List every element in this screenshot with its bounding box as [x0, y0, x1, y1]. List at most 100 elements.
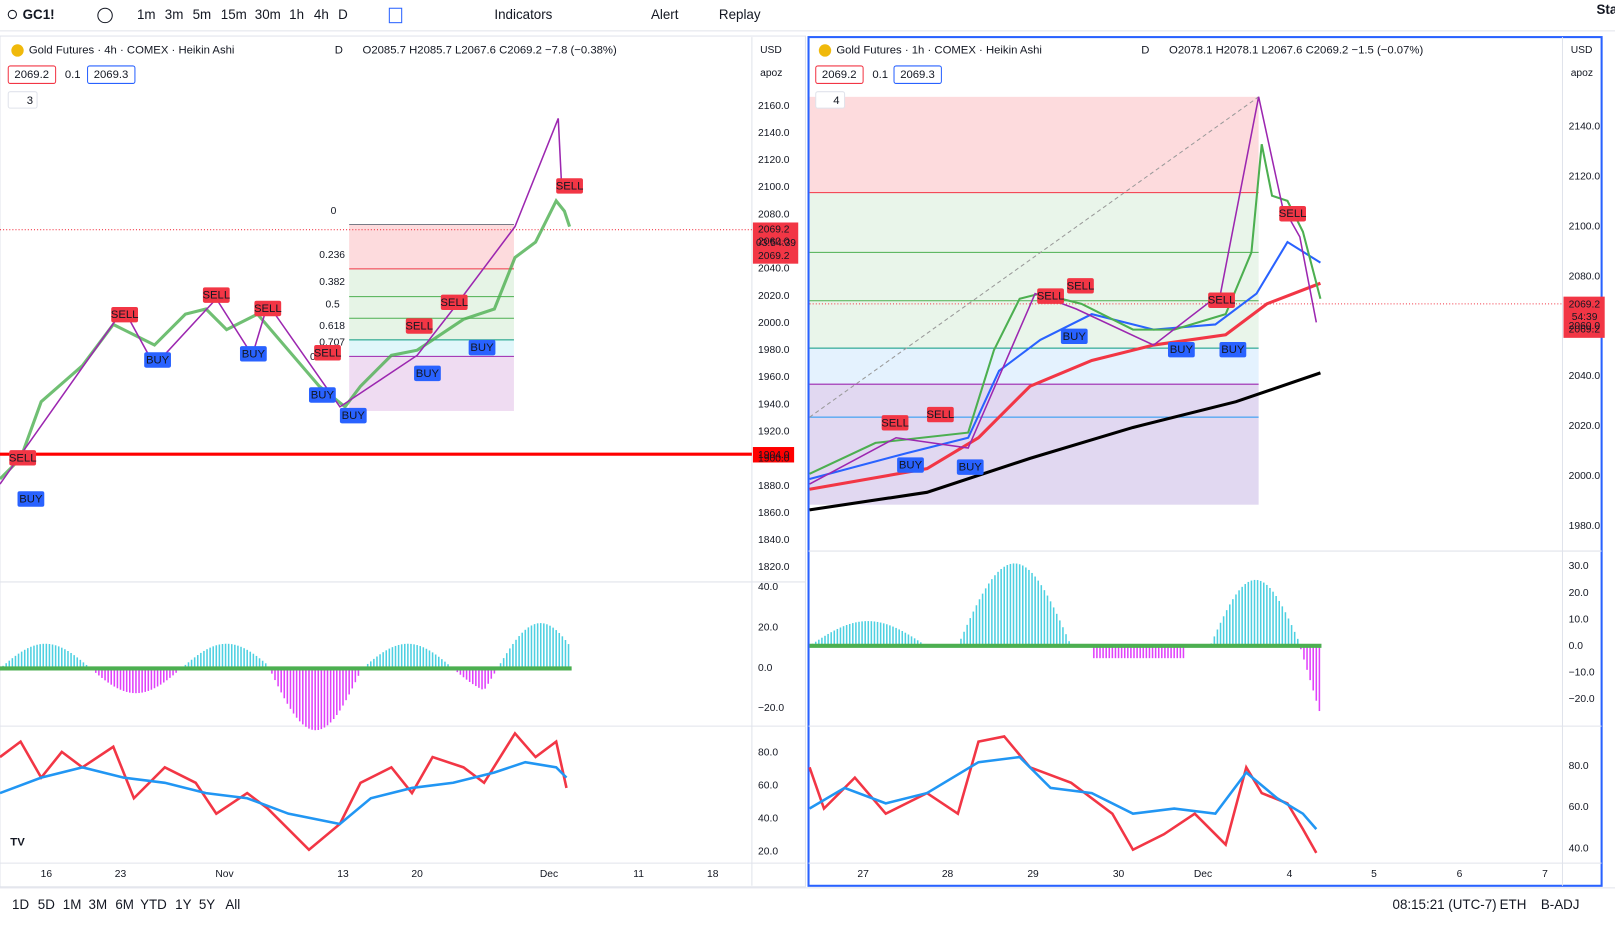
currency[interactable]: USD [1571, 45, 1593, 56]
osc-tick: −20.0 [1569, 694, 1595, 705]
interval[interactable]: 1m [137, 7, 156, 22]
signal-label: SELL [111, 309, 139, 321]
countdown: 54:39 [1572, 312, 1598, 323]
interval[interactable]: 1h [289, 7, 304, 22]
range-button[interactable]: 1M [63, 897, 82, 912]
time-tick: Nov [215, 869, 234, 880]
scale-mode[interactable]: apoz [760, 68, 782, 79]
rsi-tick: 60.0 [1569, 802, 1589, 813]
price-tick: 2160.0 [758, 101, 790, 112]
rsi-tick: 40.0 [758, 814, 778, 825]
price-tick: 2100.0 [1569, 221, 1601, 232]
chart-type[interactable] [388, 7, 403, 24]
alert-button[interactable]: Alert [651, 7, 679, 22]
price-tick: 2000.0 [758, 318, 790, 329]
rsi-tick: 20.0 [758, 847, 778, 858]
signal-badge [405, 318, 433, 334]
price-tick: 2140.0 [1569, 121, 1601, 132]
range-button[interactable]: 6M [115, 897, 134, 912]
time-tick: 23 [115, 869, 127, 880]
high: H2078.1 [1216, 44, 1259, 56]
range-button[interactable]: 3M [89, 897, 108, 912]
price-tick: 2000.0 [1569, 471, 1601, 482]
signal-label: SELL [556, 180, 584, 192]
last-price: 2069.2 [758, 224, 790, 235]
open: O2078.1 [1169, 44, 1212, 56]
right-header: Gold Futures · 1h · COMEX · Heikin Ashi … [815, 44, 1593, 109]
symbol-logo [818, 44, 832, 57]
price-tick: 2060.0 [758, 237, 790, 248]
last-price: 2069.2 [758, 251, 790, 262]
session[interactable]: ETH [1500, 897, 1527, 912]
interval[interactable]: D [338, 7, 348, 22]
currency[interactable]: USD [760, 45, 782, 56]
symbol-logo [11, 44, 24, 57]
fib-label: 0.618 [319, 321, 345, 332]
price-tick: 1920.0 [758, 426, 790, 437]
adjustment[interactable]: B-ADJ [1541, 897, 1580, 912]
price-tick: 2080.0 [1569, 271, 1601, 282]
fib-label: 0 [331, 206, 337, 217]
interval[interactable]: 4h [314, 7, 329, 22]
time-tick: 29 [1027, 869, 1039, 880]
signal-label: BUY [342, 410, 366, 422]
range-button[interactable]: 1D [12, 897, 29, 912]
search-icon[interactable] [7, 9, 17, 20]
signal-badge [1060, 328, 1088, 345]
signal-badge [314, 345, 341, 361]
ask[interactable]: 2069.3 [900, 69, 935, 81]
signal-badge [239, 346, 267, 362]
range-button[interactable]: All [225, 897, 240, 912]
signal-label: BUY [959, 462, 983, 474]
scale-mode[interactable]: apoz [1571, 68, 1593, 79]
signal-label: SELL [254, 303, 282, 315]
right-ma-black [809, 371, 1321, 512]
range-button[interactable]: 5Y [199, 897, 215, 912]
signal-badge [926, 406, 954, 423]
time-tick: 5 [1371, 869, 1377, 880]
rsi-tick: 40.0 [1569, 843, 1589, 854]
spread: 0.1 [65, 69, 81, 81]
ask[interactable]: 2069.3 [94, 69, 129, 81]
signal-label: SELL [1067, 280, 1095, 292]
signal-label: BUY [19, 494, 43, 506]
account[interactable]: Sta [1596, 2, 1615, 17]
indicator-count[interactable]: 3 [27, 95, 33, 107]
symbol[interactable]: GC1! [23, 7, 55, 22]
signal-label: BUY [470, 342, 494, 354]
range-button[interactable]: YTD [140, 897, 167, 912]
last-price: 2069.2 [1569, 300, 1601, 311]
indicator-count[interactable]: 4 [833, 95, 839, 107]
interval[interactable]: 3m [165, 7, 184, 22]
signal-badge [1167, 341, 1195, 358]
price-flag [1563, 296, 1605, 338]
time-tick: Dec [540, 869, 558, 880]
interval[interactable]: 5m [193, 7, 212, 22]
signal-label: SELL [1279, 208, 1307, 220]
signal-badge [9, 450, 37, 466]
signal-label: BUY [899, 460, 923, 472]
replay-button[interactable]: Replay [719, 7, 761, 22]
interval[interactable]: 15m [221, 7, 247, 22]
interval[interactable]: 30m [255, 7, 281, 22]
range-button[interactable]: 1Y [175, 897, 191, 912]
price-tick: 2140.0 [758, 128, 790, 139]
bid[interactable]: 2069.2 [14, 69, 49, 81]
time-tick: 6 [1457, 869, 1463, 880]
rsi-tick: 80.0 [1569, 761, 1589, 772]
bid[interactable]: 2069.2 [822, 69, 857, 81]
signal-badge [1279, 206, 1307, 222]
range-button[interactable]: 5D [38, 897, 55, 912]
left-rsi-blue [0, 760, 568, 826]
price-tick: 2020.0 [758, 291, 790, 302]
right-rsi-red [808, 735, 1318, 854]
indicators-button[interactable]: Indicators [494, 7, 552, 22]
signal-label: SELL [1208, 295, 1236, 307]
price-tick: 2060.0 [1569, 321, 1601, 332]
badge: D [335, 44, 343, 56]
add-symbol[interactable] [97, 7, 113, 24]
clock: 08:15:21 (UTC-7) [1393, 897, 1497, 912]
time-tick: 4 [1287, 869, 1293, 880]
